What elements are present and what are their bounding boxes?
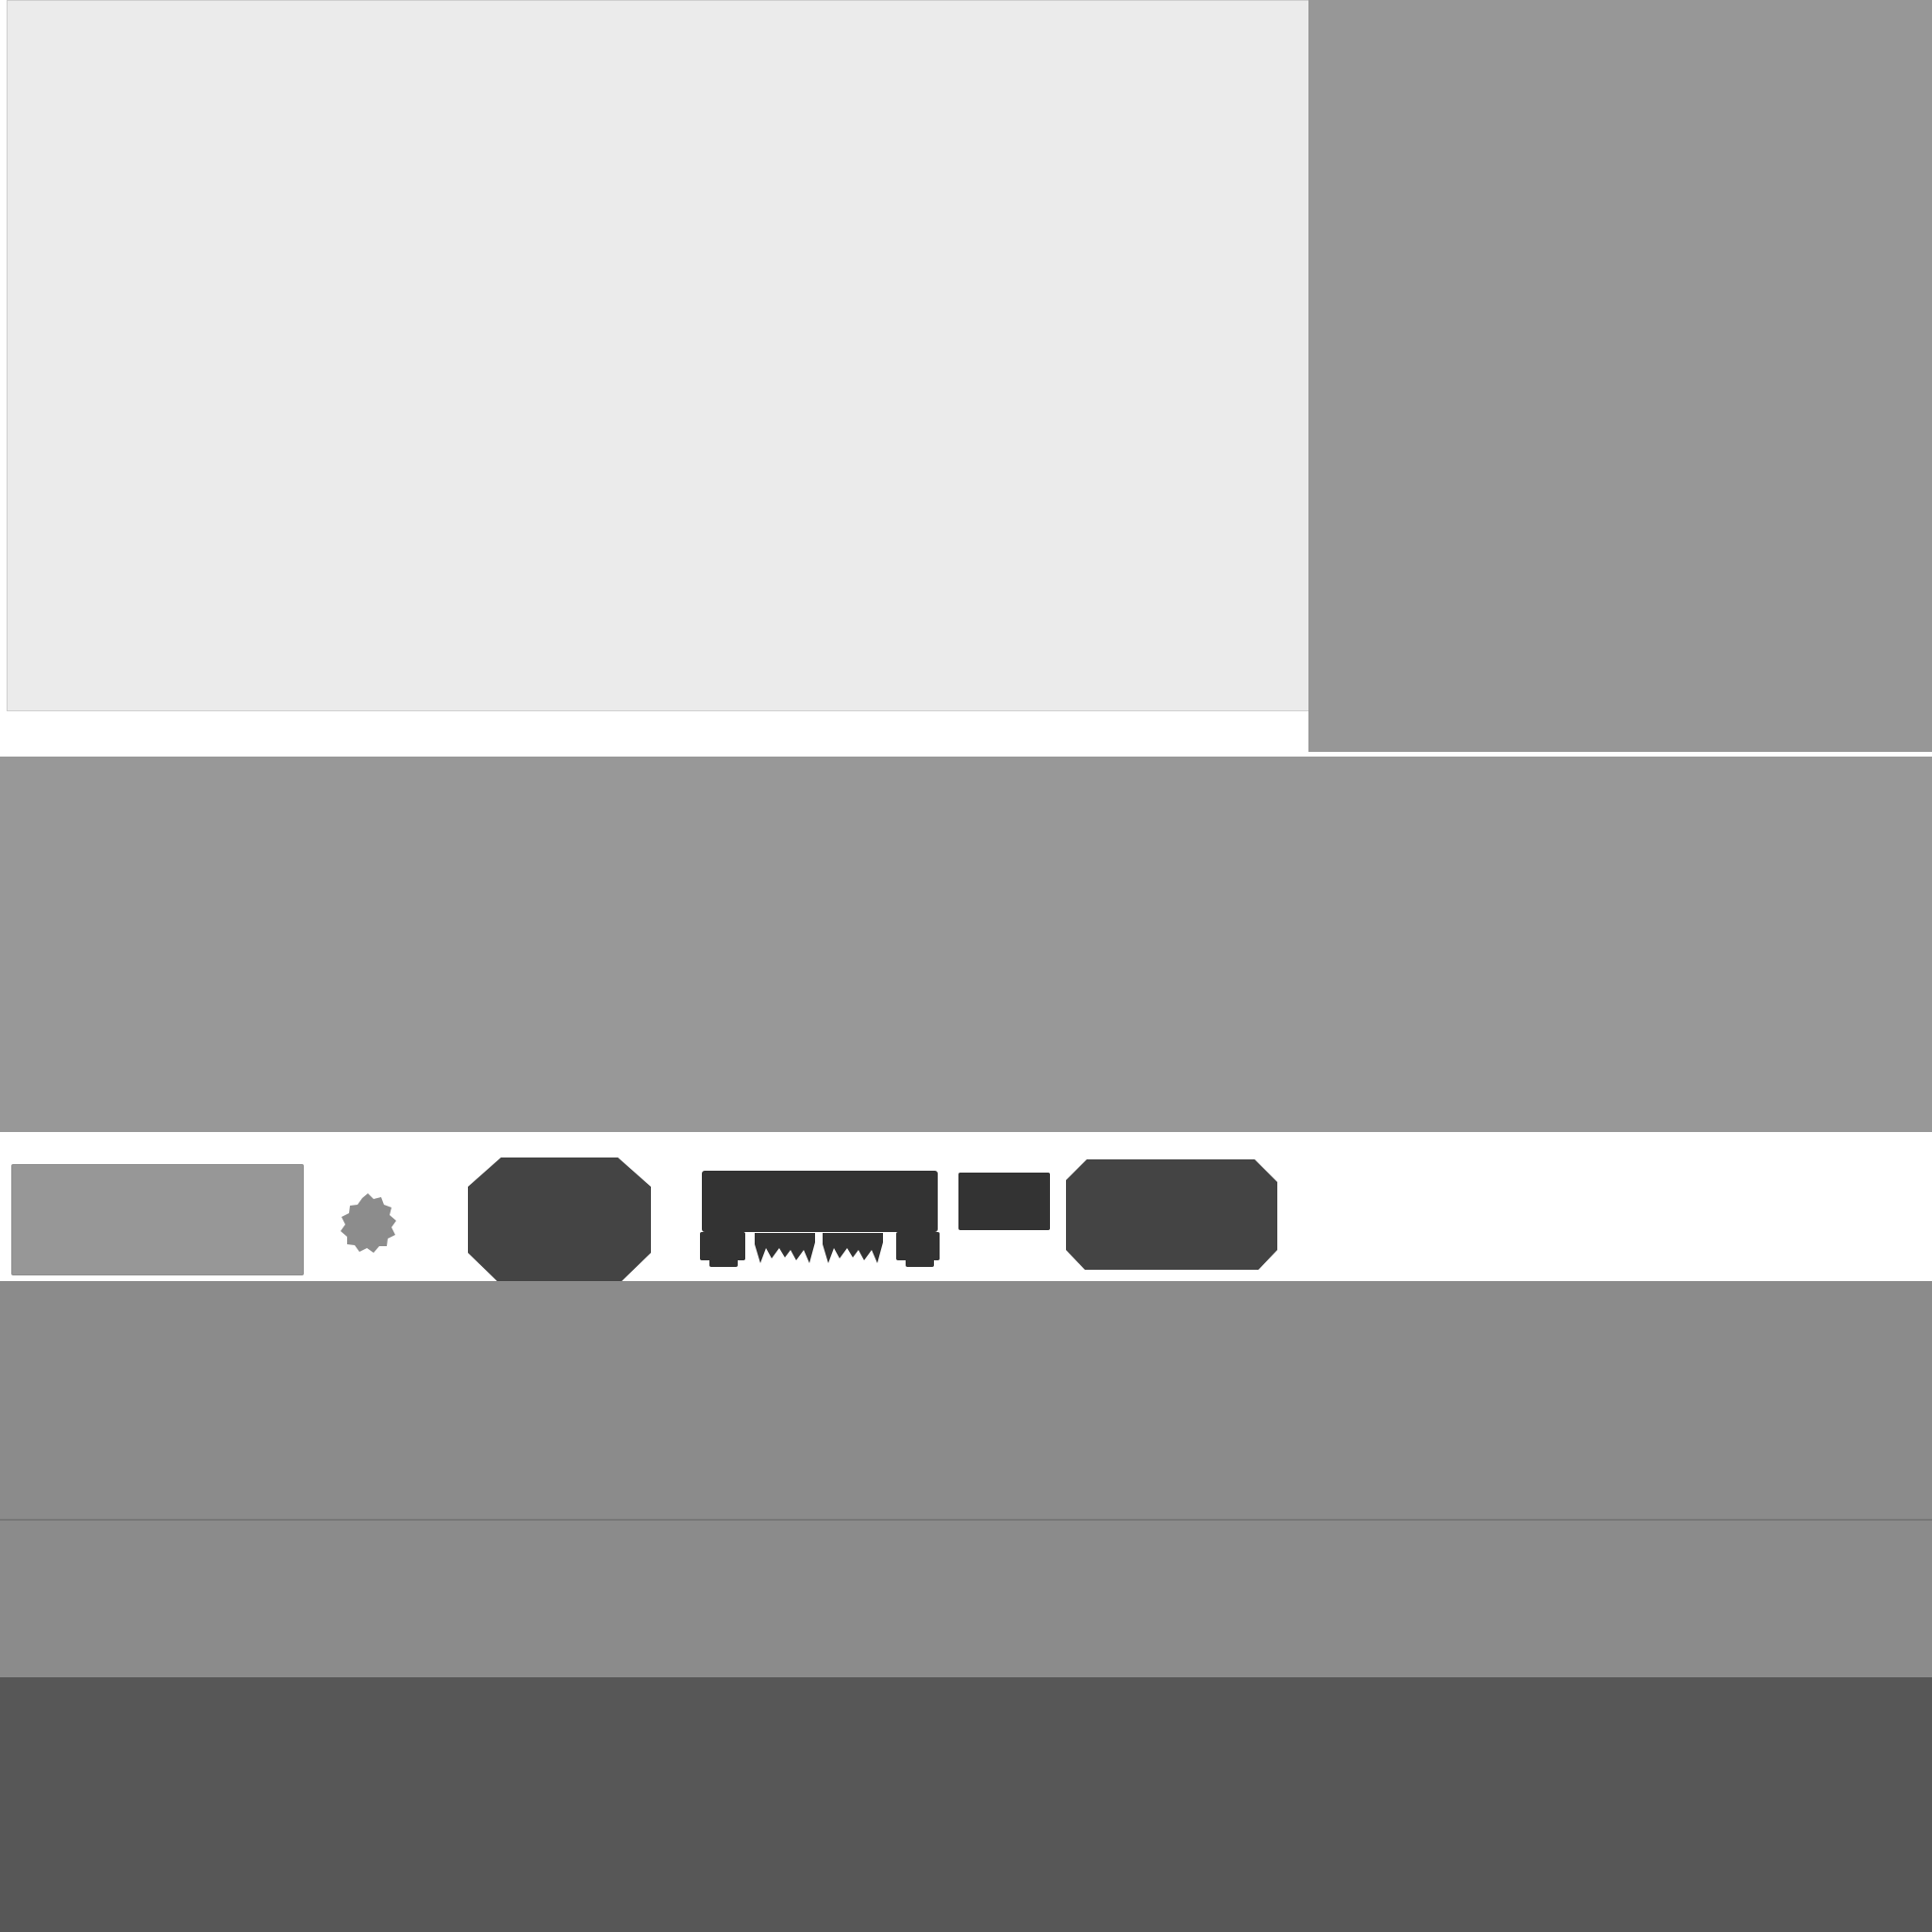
keyboard-body: [702, 1171, 938, 1232]
content-panel: [7, 0, 1317, 711]
lower-band: [0, 1281, 1932, 1520]
gear-shape: [341, 1193, 396, 1253]
block-shape: [958, 1173, 1050, 1230]
side-panel: [1308, 0, 1932, 752]
octagon-shape: [468, 1158, 651, 1285]
band-divider: [0, 1519, 1932, 1521]
keyboard-key-group-right: [823, 1233, 883, 1263]
keyboard-icon[interactable]: [700, 1169, 940, 1270]
toolbar-placeholder-block[interactable]: [11, 1164, 304, 1275]
keyboard-key-group-left: [755, 1233, 815, 1263]
tag-shape: [1066, 1159, 1277, 1270]
keyboard-right-foot: [896, 1232, 940, 1260]
footer-band: [0, 1521, 1932, 1677]
keyboard-right-foot-base: [906, 1256, 934, 1267]
octagon-stop-icon[interactable]: [468, 1157, 651, 1285]
banner-band: [0, 757, 1932, 1132]
bottom-bar: [0, 1677, 1932, 1932]
settings-gear-icon[interactable]: [334, 1191, 402, 1259]
square-block-icon[interactable]: [958, 1173, 1050, 1230]
keyboard-left-foot: [700, 1232, 745, 1260]
rounded-tag-icon[interactable]: [1066, 1158, 1277, 1271]
keyboard-left-foot-base: [709, 1256, 738, 1267]
